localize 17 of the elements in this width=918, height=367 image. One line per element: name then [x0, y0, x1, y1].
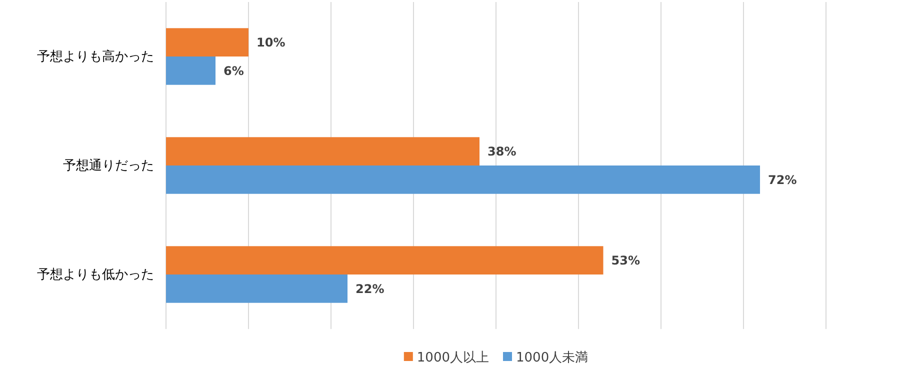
data-label: 10% — [256, 36, 286, 50]
legend-label: 1000人未満 — [516, 350, 588, 366]
data-label: 22% — [356, 282, 384, 296]
bar — [166, 56, 216, 85]
bar — [166, 246, 604, 274]
data-label: 72% — [768, 172, 797, 187]
data-label: 38% — [488, 144, 516, 159]
data-label: 53% — [611, 254, 640, 268]
legend-label: 1000人以上 — [416, 350, 489, 366]
y-tick-label: 予想通りだった — [63, 158, 154, 173]
y-tick-label: 予想よりも低かった — [37, 266, 154, 282]
data-label: 6% — [224, 64, 244, 78]
bar — [166, 166, 760, 194]
bar — [166, 274, 348, 303]
bar — [166, 28, 248, 56]
y-tick-label: 予想よりも高かった — [37, 48, 154, 64]
bar — [166, 137, 480, 166]
